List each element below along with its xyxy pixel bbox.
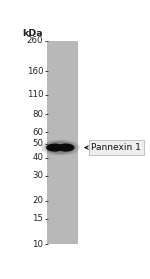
Text: 60: 60 xyxy=(32,128,43,137)
Text: 160: 160 xyxy=(27,67,43,76)
Text: kDa: kDa xyxy=(23,29,43,38)
Text: 50: 50 xyxy=(32,139,43,148)
Ellipse shape xyxy=(41,140,80,155)
Text: 260: 260 xyxy=(27,37,43,45)
Text: 30: 30 xyxy=(32,171,43,180)
Ellipse shape xyxy=(44,141,76,154)
Text: 80: 80 xyxy=(32,110,43,119)
Text: 10: 10 xyxy=(32,239,43,249)
Text: 40: 40 xyxy=(32,153,43,162)
Text: 20: 20 xyxy=(32,196,43,205)
Ellipse shape xyxy=(46,143,64,152)
Ellipse shape xyxy=(57,143,74,152)
Text: Pannexin 1: Pannexin 1 xyxy=(91,143,141,152)
Text: 110: 110 xyxy=(27,90,43,99)
Bar xyxy=(55,145,66,150)
Bar xyxy=(47,41,78,244)
Text: 15: 15 xyxy=(32,214,43,223)
